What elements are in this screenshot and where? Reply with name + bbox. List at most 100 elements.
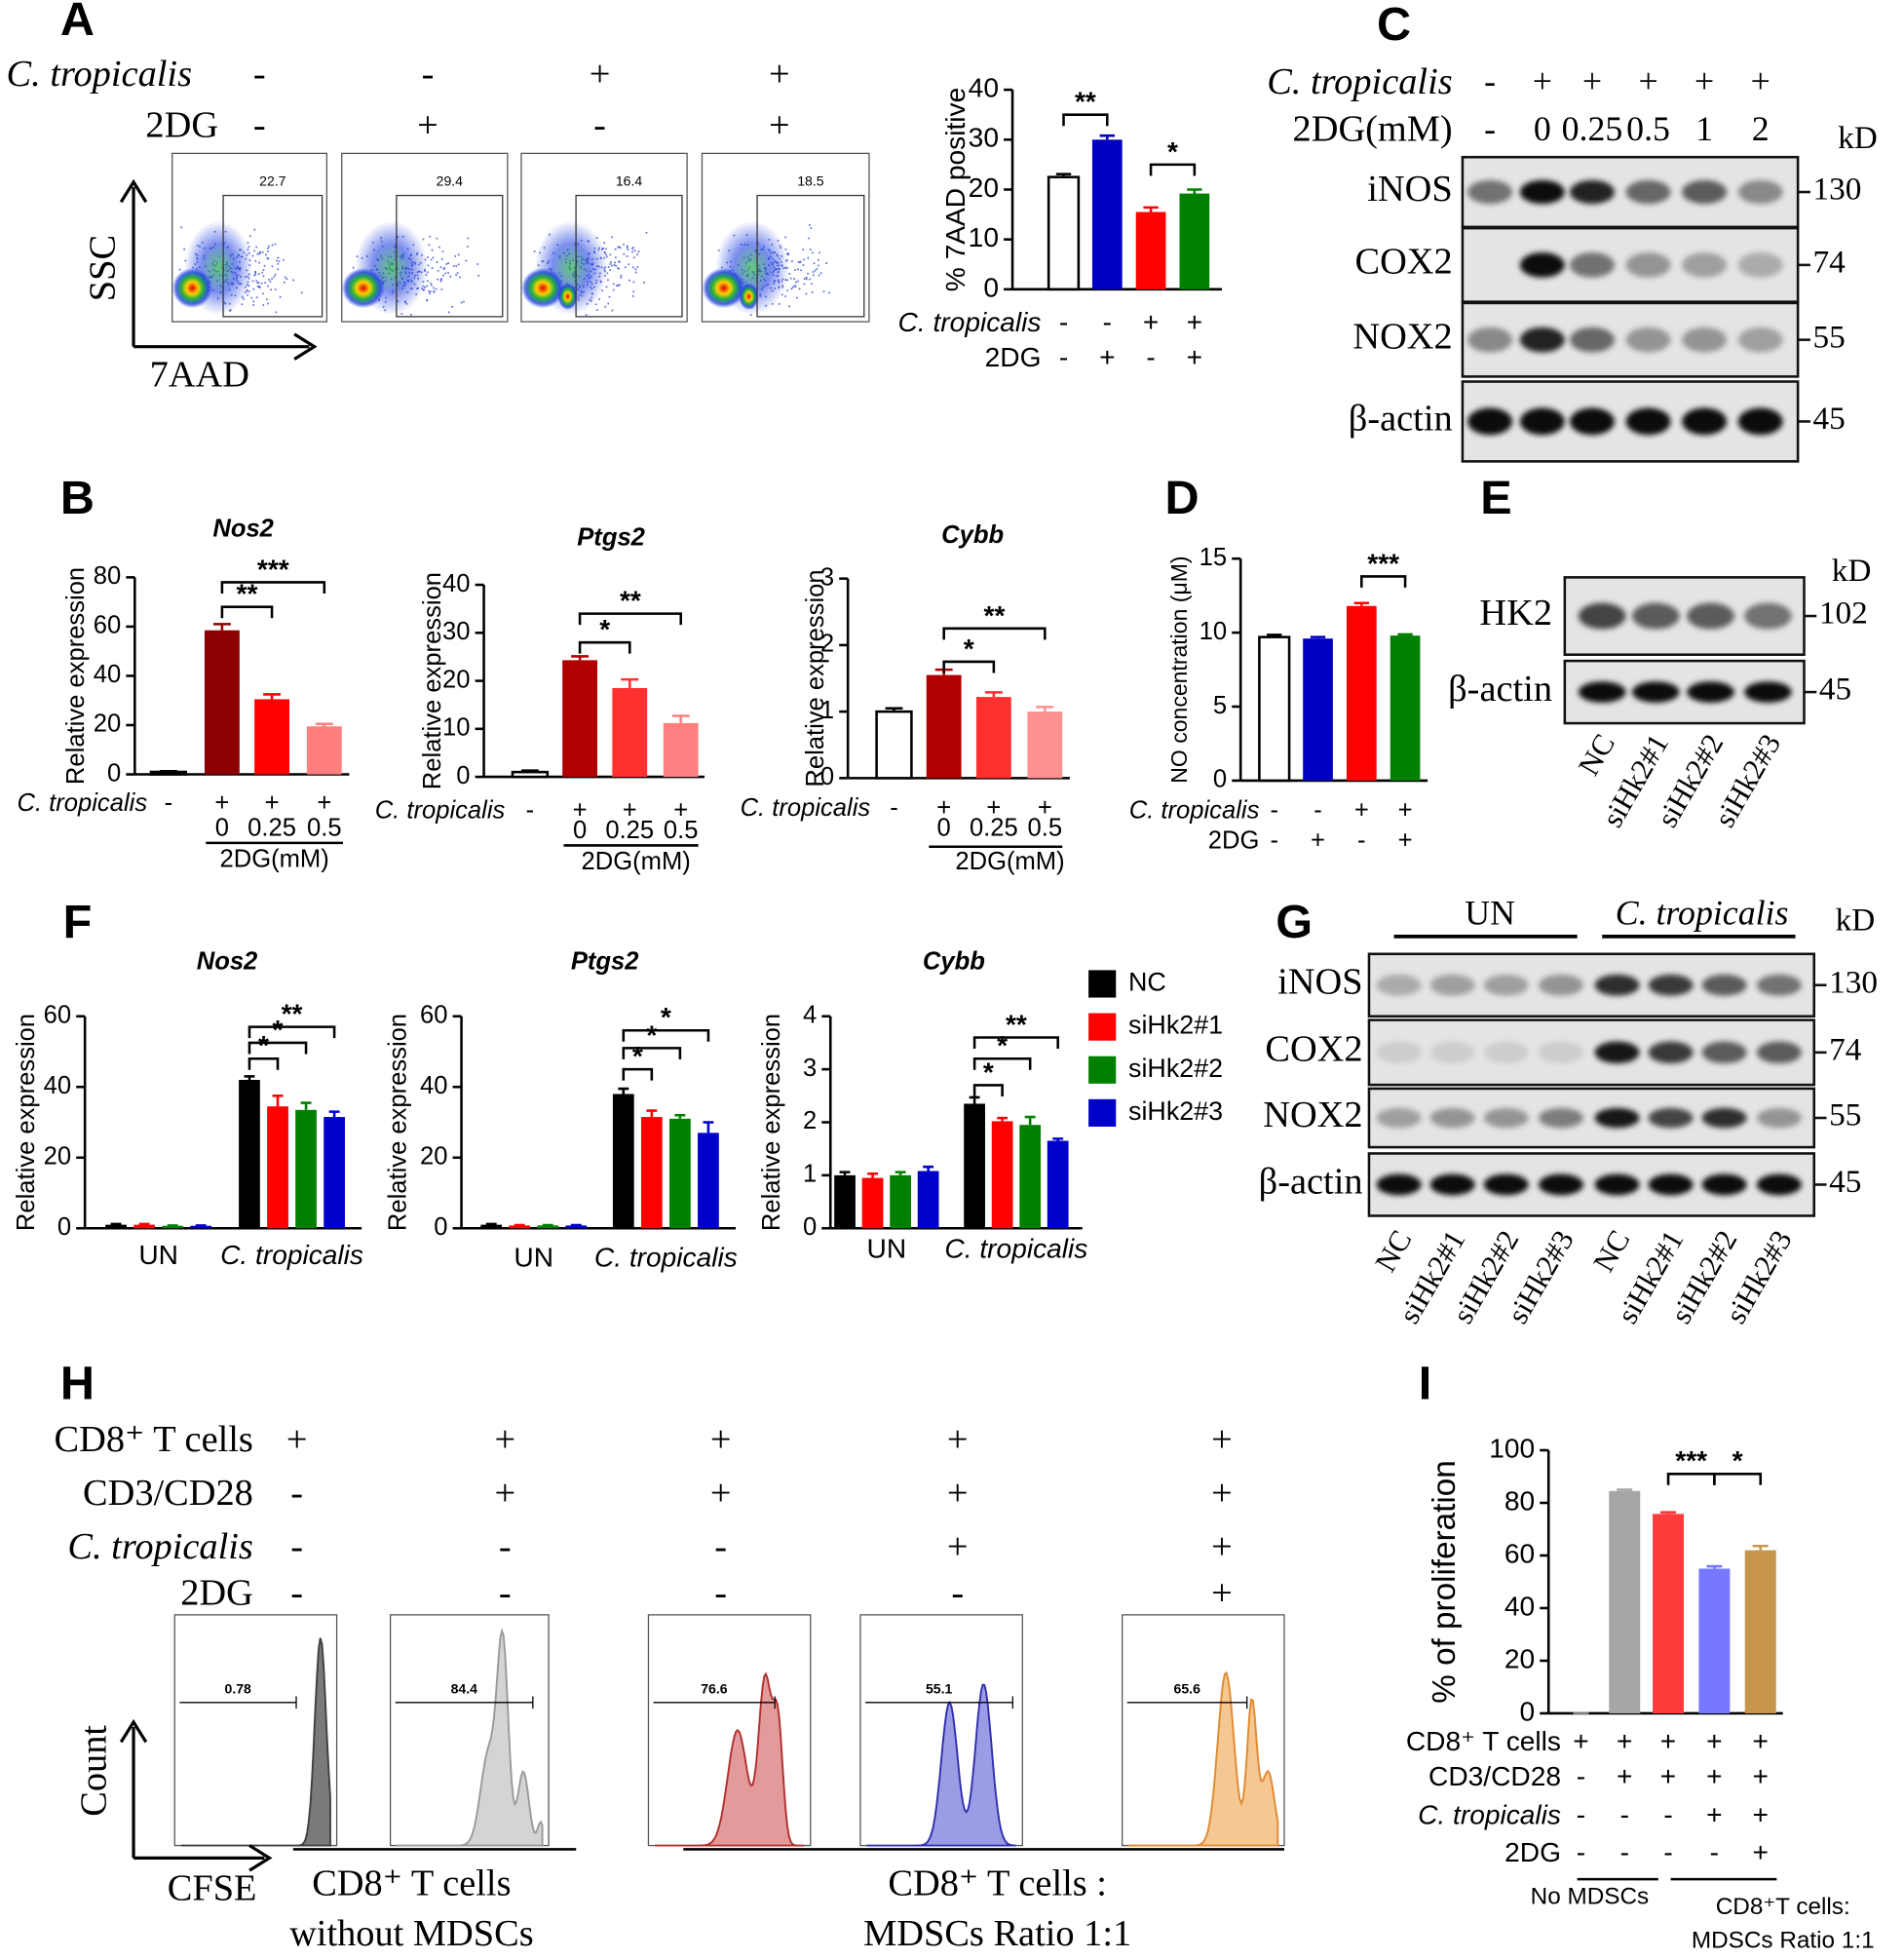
event-dot: [805, 292, 808, 295]
error-bar: [997, 1116, 1009, 1122]
y-tick-label: 20: [969, 173, 999, 203]
event-dot: [277, 262, 280, 265]
event-dot: [432, 287, 435, 289]
dose: 0: [215, 815, 229, 842]
event-dot: [466, 245, 469, 248]
chart-title: Nos2: [212, 516, 274, 543]
band: [1648, 1107, 1694, 1129]
band: [1687, 681, 1734, 703]
event-dot: [623, 252, 626, 255]
event-dot: [594, 303, 597, 306]
event-dot: [257, 273, 260, 276]
event-dot: [266, 247, 270, 250]
band: [1648, 1041, 1694, 1064]
event-dot: [447, 311, 450, 314]
condition-sign: -: [253, 54, 266, 95]
event-dot: [444, 272, 447, 275]
axis-label: 7AAD: [150, 354, 249, 395]
bar: [267, 1106, 288, 1229]
band: [1737, 252, 1783, 278]
cell-cloud: [557, 283, 578, 311]
axis-label: CFSE: [168, 1868, 257, 1909]
error-bar: [1036, 706, 1054, 712]
event-dot: [286, 278, 288, 281]
event-dot: [439, 266, 442, 269]
bar: [663, 722, 699, 778]
y-tick-label: 0: [434, 1213, 447, 1241]
event-dot: [612, 288, 615, 291]
row-label: NOX2: [1352, 316, 1452, 357]
band: [1625, 407, 1671, 436]
event-dot: [269, 288, 272, 291]
condition-sign: +: [769, 54, 790, 95]
bar: [991, 1121, 1013, 1229]
event-dot: [276, 259, 279, 262]
band: [1538, 974, 1584, 996]
bar: [964, 1103, 985, 1229]
bar: [511, 770, 550, 779]
band: [1578, 681, 1626, 703]
row-label: COX2: [1354, 242, 1452, 283]
condition-sign: -: [593, 105, 606, 146]
event-dot: [778, 302, 781, 305]
event-dot: [827, 291, 830, 294]
event-dot: [632, 256, 635, 259]
condition-label: C. tropicalis: [898, 307, 1042, 337]
error-bar: [1143, 206, 1159, 212]
condition-sign: -: [1314, 797, 1322, 825]
event-dot: [788, 305, 791, 308]
y-axis-label: Relative expression: [384, 1014, 411, 1231]
condition-sign: +: [769, 105, 790, 146]
kd-marker: 45: [1829, 1164, 1861, 1200]
event-dot: [627, 249, 629, 251]
error-bar: [328, 1110, 340, 1118]
event-dot: [811, 290, 814, 293]
y-tick-label: 0: [57, 1213, 71, 1241]
event-dot: [628, 279, 630, 282]
condition-sign: +: [1354, 797, 1369, 825]
error-bar: [1267, 634, 1282, 637]
event-dot: [256, 252, 259, 255]
unit-label: kD: [1836, 902, 1876, 938]
event-dot: [632, 290, 635, 293]
bar: [640, 1117, 663, 1229]
event-dot: [628, 263, 630, 266]
legend-label: siHk2#3: [1128, 1096, 1223, 1126]
gate-value: 16.4: [616, 173, 643, 188]
band: [1594, 974, 1640, 996]
chart-title: Cybb: [941, 521, 1004, 549]
group-label: CD8⁺ T cells :: [888, 1863, 1107, 1904]
bar: [133, 1224, 155, 1229]
arrow-head: [248, 1844, 273, 1872]
event-dot: [264, 282, 267, 285]
panel-label: A: [60, 0, 95, 46]
event-dot: [431, 267, 434, 270]
significance: **: [620, 586, 641, 616]
event-dot: [261, 250, 264, 253]
row-label: HK2: [1479, 593, 1552, 634]
condition-sign: +: [947, 1526, 969, 1567]
band: [1376, 974, 1422, 996]
band: [1538, 1107, 1584, 1129]
band: [1682, 179, 1728, 205]
condition-sign: 1: [1695, 109, 1713, 148]
band: [1737, 179, 1783, 205]
y-tick-label: 3: [803, 1055, 817, 1082]
row-label: β-actin: [1259, 1161, 1363, 1202]
y-tick-label: 2: [803, 1107, 817, 1134]
row-label: β-actin: [1448, 669, 1552, 710]
event-dot: [793, 269, 796, 272]
condition-sign: +: [494, 1473, 515, 1514]
event-dot: [258, 251, 261, 254]
error-bar: [969, 1095, 980, 1104]
band: [1569, 326, 1616, 353]
bar: [917, 1171, 939, 1229]
event-dot: [465, 259, 468, 262]
condition-sign: -: [1146, 342, 1155, 372]
event-dot: [261, 271, 264, 274]
event-dot: [262, 269, 265, 272]
bar: [295, 1109, 317, 1229]
event-dot: [253, 250, 256, 252]
event-dot: [798, 261, 802, 264]
significance: *: [964, 634, 974, 664]
